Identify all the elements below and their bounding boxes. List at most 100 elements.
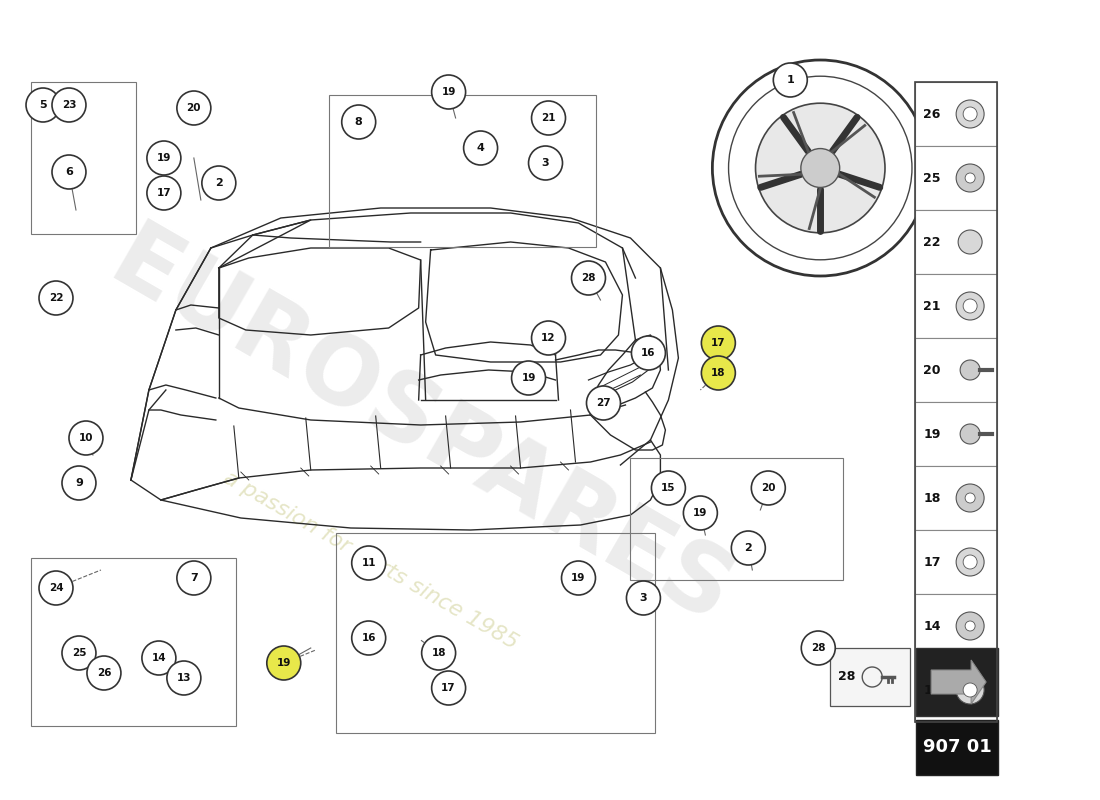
Circle shape: [342, 105, 376, 139]
Circle shape: [586, 386, 620, 420]
Bar: [915, 146, 997, 210]
Circle shape: [965, 493, 975, 503]
Bar: [31, 82, 136, 234]
Polygon shape: [932, 660, 986, 704]
Text: 15: 15: [661, 483, 675, 493]
Text: 20: 20: [187, 103, 201, 113]
Circle shape: [960, 360, 980, 380]
Circle shape: [631, 336, 666, 370]
Text: 23: 23: [62, 100, 76, 110]
Circle shape: [683, 496, 717, 530]
Text: 16: 16: [362, 633, 376, 643]
Bar: [915, 210, 997, 274]
Text: 17: 17: [711, 338, 726, 348]
Text: 2: 2: [745, 543, 752, 553]
Text: 12: 12: [541, 333, 556, 343]
Circle shape: [956, 100, 984, 128]
Bar: [830, 648, 910, 706]
Bar: [630, 458, 844, 580]
Circle shape: [528, 146, 562, 180]
Circle shape: [964, 299, 977, 313]
Circle shape: [964, 107, 977, 121]
Text: 26: 26: [97, 668, 111, 678]
Text: 19: 19: [276, 658, 292, 668]
Circle shape: [167, 661, 201, 695]
Circle shape: [702, 356, 735, 390]
Text: 28: 28: [581, 273, 596, 283]
Bar: [336, 533, 656, 733]
Text: 4: 4: [476, 143, 484, 153]
Text: 19: 19: [693, 508, 707, 518]
Text: 16: 16: [641, 348, 656, 358]
Text: 10: 10: [79, 433, 94, 443]
Bar: [915, 402, 997, 466]
Text: a passion for parts since 1985: a passion for parts since 1985: [220, 467, 521, 653]
Circle shape: [463, 131, 497, 165]
Circle shape: [352, 621, 386, 655]
Bar: [915, 530, 997, 594]
Text: 14: 14: [152, 653, 166, 663]
Text: 19: 19: [521, 373, 536, 383]
Circle shape: [177, 91, 211, 125]
Text: 18: 18: [711, 368, 726, 378]
Circle shape: [52, 155, 86, 189]
Circle shape: [751, 471, 785, 505]
Circle shape: [651, 471, 685, 505]
Circle shape: [142, 641, 176, 675]
Text: 18: 18: [431, 648, 446, 658]
Text: 907 01: 907 01: [923, 738, 991, 757]
Text: 19: 19: [923, 427, 940, 441]
Circle shape: [62, 636, 96, 670]
Text: 19: 19: [571, 573, 585, 583]
Text: 1: 1: [786, 75, 794, 85]
Circle shape: [52, 88, 86, 122]
Circle shape: [177, 561, 211, 595]
Text: 11: 11: [362, 558, 376, 568]
Circle shape: [964, 683, 977, 697]
Circle shape: [956, 484, 984, 512]
Text: 22: 22: [48, 293, 63, 303]
Text: 13: 13: [923, 683, 940, 697]
Text: 3: 3: [541, 158, 549, 168]
Circle shape: [202, 166, 235, 200]
Text: 14: 14: [923, 619, 940, 633]
Circle shape: [964, 555, 977, 569]
Text: 20: 20: [923, 363, 940, 377]
Text: 13: 13: [177, 673, 191, 683]
Circle shape: [801, 631, 835, 665]
Text: 25: 25: [923, 171, 940, 185]
Bar: [915, 658, 997, 722]
Text: 17: 17: [923, 555, 940, 569]
Bar: [915, 82, 997, 722]
Bar: [915, 274, 997, 338]
Bar: [916, 720, 998, 775]
Bar: [915, 338, 997, 402]
Circle shape: [956, 164, 984, 192]
Text: 7: 7: [190, 573, 198, 583]
Circle shape: [956, 676, 984, 704]
Circle shape: [572, 261, 605, 295]
Circle shape: [956, 612, 984, 640]
Circle shape: [39, 571, 73, 605]
Text: 17: 17: [156, 188, 172, 198]
Text: 28: 28: [811, 643, 825, 653]
Circle shape: [965, 621, 975, 631]
Circle shape: [69, 421, 103, 455]
Text: 26: 26: [923, 107, 940, 121]
Text: 24: 24: [48, 583, 64, 593]
Circle shape: [965, 173, 975, 183]
Text: 21: 21: [923, 299, 940, 313]
Circle shape: [26, 88, 60, 122]
Text: 3: 3: [639, 593, 647, 603]
Bar: [915, 82, 997, 146]
Text: 9: 9: [75, 478, 82, 488]
Circle shape: [801, 149, 839, 187]
Text: EUROSPARES: EUROSPARES: [95, 215, 747, 645]
Text: 17: 17: [441, 683, 455, 693]
Circle shape: [773, 63, 807, 97]
Circle shape: [62, 466, 96, 500]
Circle shape: [561, 561, 595, 595]
Circle shape: [531, 321, 565, 355]
Text: 19: 19: [441, 87, 455, 97]
Circle shape: [352, 546, 386, 580]
